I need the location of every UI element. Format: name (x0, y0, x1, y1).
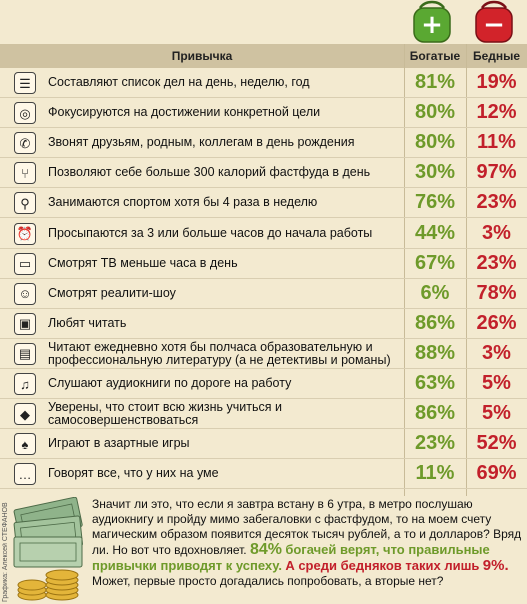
table-row: … Говорят все, что у них на уме 11% 69% (0, 459, 527, 490)
poor-value: 23% (476, 191, 517, 214)
rich-value: 80% (414, 131, 456, 154)
poor-value: 11% (477, 131, 516, 154)
poor-value: 78% (476, 281, 517, 304)
alarm-clock-icon: ⏰ (14, 222, 36, 245)
header-poor: Бедные (472, 49, 521, 63)
habit-text: Составляют список дел на день, неделю, г… (48, 75, 310, 89)
table-header: Привычка Богатые Бедные (0, 44, 527, 68)
tv-icon: ▭ (14, 252, 36, 275)
rich-value: 6% (420, 281, 450, 304)
habit-text: Смотрят реалити-шоу (48, 285, 176, 300)
footer-paragraph: Значит ли это, что если я завтра встану … (92, 497, 522, 589)
footer-poor-pct: 9%. (482, 557, 509, 574)
runner-icon: ⚲ (14, 192, 36, 215)
credit: Графика: Алексей СТЕФАНОВ (2, 502, 9, 602)
habit-text: Звонят друзьям, родным, коллегам в день … (48, 135, 355, 150)
table-row: ◆ Уверены, что стоит всю жизнь учиться и … (0, 399, 527, 430)
rich-wallet-icon: + (413, 0, 451, 43)
habit-text: Позволяют себе больше 300 калорий фастфу… (48, 165, 371, 180)
habit-text: Занимаются спортом хотя бы 4 раза в неде… (48, 195, 318, 210)
table-row: ⏰ Просыпаются за 3 или больше часов до на… (0, 219, 527, 249)
footer-rich-text: богачей верят, что правильные привычки п… (92, 542, 490, 573)
table-row: ◎ Фокусируются на достижении конкретной ц… (0, 98, 527, 129)
table-row: ♫ Слушают аудиокниги по дороге на работу 6… (0, 369, 527, 400)
footer-p1: Значит ли это, что если я завтра встану … (92, 497, 522, 557)
target-icon: ◎ (14, 102, 36, 125)
habit-text: Смотрят ТВ меньше часа в день (48, 255, 238, 270)
footer-rich-pct: 84% (249, 541, 282, 558)
habit-text: Читают ежедневно хотя бы полчаса образов… (48, 339, 391, 367)
poor-value: 3% (482, 221, 511, 244)
habit-text: Говорят все, что у них на уме (48, 466, 219, 481)
header-habit: Привычка (171, 49, 233, 63)
rich-value: 88% (414, 341, 456, 364)
habit-text: Просыпаются за 3 или больше часов до нач… (48, 225, 373, 240)
poor-value: 19% (476, 71, 517, 93)
table-row: ▣ Любят читать 86% 26% (0, 309, 527, 339)
poor-value: 23% (476, 251, 517, 274)
poor-value: 5% (482, 402, 511, 425)
column-divider (404, 44, 405, 496)
rich-value: 81% (414, 71, 456, 93)
footer-p2: Может, первые просто догадались попробов… (92, 574, 444, 588)
rich-value: 23% (414, 432, 456, 455)
poor-wallet-icon: − (475, 0, 513, 43)
poor-value: 26% (476, 311, 517, 334)
table-row: ⚲ Занимаются спортом хотя бы 4 раза в нед… (0, 188, 527, 219)
poor-value: 52% (476, 432, 517, 455)
table-row: ▤ Читают ежедневно хотя бы полчаса образо… (0, 339, 527, 369)
table-row: ✆ Звонят друзьям, родным, коллегам в день… (0, 128, 527, 159)
rich-value: 76% (414, 191, 456, 214)
habit-text: Фокусируются на достижении конкретной це… (48, 105, 321, 120)
table-row: ▭ Смотрят ТВ меньше часа в день 67% 23% (0, 249, 527, 279)
rich-value: 11% (415, 462, 455, 485)
rich-value: 44% (414, 221, 456, 244)
fork-icon: ⑂ (14, 162, 36, 185)
book-icon: ▣ (14, 312, 36, 335)
spade-icon: ♠ (14, 433, 36, 456)
footer-poor-text: А среди бедняков таких лишь (285, 558, 480, 573)
list-icon: ☰ (14, 72, 36, 95)
rich-value: 86% (414, 311, 456, 334)
header-rich: Богатые (409, 49, 461, 63)
table-row: ⑂ Позволяют себе больше 300 калорий фастф… (0, 158, 527, 189)
habit-text: Любят читать (48, 315, 127, 330)
money-icon (13, 497, 83, 601)
rich-value: 86% (414, 402, 456, 425)
poor-value: 97% (476, 161, 517, 184)
rich-value: 63% (414, 372, 456, 394)
books-icon: ▤ (14, 342, 36, 365)
poor-value: 12% (476, 101, 517, 124)
table-row: ♠ Играют в азартные игры 23% 52% (0, 429, 527, 460)
reality-tv-icon: ☺ (14, 282, 36, 305)
minus-symbol: − (483, 10, 505, 40)
table-row: ☰ Составляют список дел на день, неделю, … (0, 68, 527, 99)
phone-icon: ✆ (14, 132, 36, 155)
habit-text: Уверены, что стоит всю жизнь учиться и с… (48, 400, 282, 428)
column-divider (466, 44, 467, 496)
poor-value: 69% (476, 462, 517, 485)
rich-value: 67% (414, 251, 456, 274)
graduation-cap-icon: ◆ (14, 403, 36, 426)
habit-text: Играют в азартные игры (48, 436, 190, 451)
headphones-icon: ♫ (14, 373, 36, 396)
table-row: ☺ Смотрят реалити-шоу 6% 78% (0, 279, 527, 309)
poor-value: 3% (482, 341, 511, 364)
rich-value: 30% (414, 161, 456, 184)
speech-bubble-icon: … (14, 463, 36, 486)
plus-symbol: + (421, 10, 443, 40)
habit-text: Слушают аудиокниги по дороге на работу (48, 376, 292, 390)
poor-value: 5% (482, 372, 511, 394)
rich-value: 80% (414, 101, 456, 124)
